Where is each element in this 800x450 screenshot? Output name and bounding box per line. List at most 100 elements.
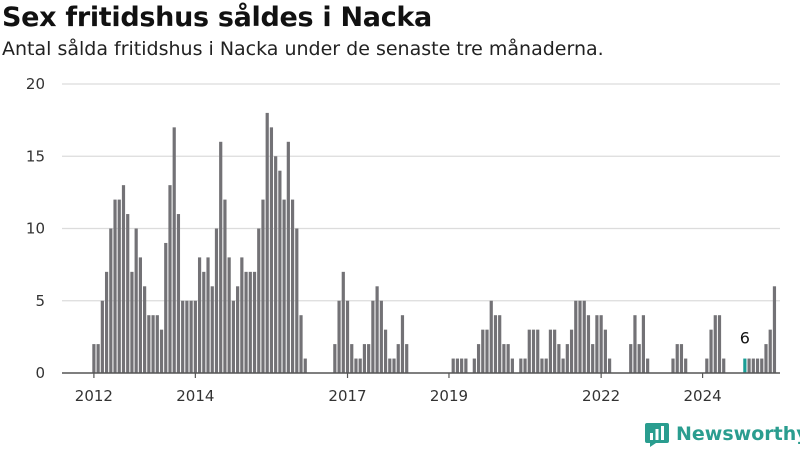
bar <box>358 358 362 373</box>
bar <box>299 315 303 373</box>
bar <box>354 358 358 373</box>
bar <box>641 315 646 373</box>
bar <box>772 286 777 373</box>
x-tick-label: 2019 <box>430 387 468 405</box>
bar <box>565 344 569 373</box>
bar <box>405 344 409 373</box>
bar <box>485 329 489 373</box>
bar <box>282 199 286 373</box>
bar <box>274 156 278 373</box>
bar-chart: 0 5 10 15 20 2012 2014 2017 2019 2022 2024 6 <box>26 75 780 405</box>
bar <box>202 271 206 373</box>
bar <box>760 358 764 373</box>
bar <box>747 358 751 373</box>
x-tick-label: 2017 <box>328 387 366 405</box>
bar <box>671 358 675 373</box>
bar <box>557 344 561 373</box>
bar <box>553 329 557 373</box>
bar <box>751 358 755 373</box>
bar <box>460 358 464 373</box>
bar <box>197 257 202 373</box>
bar <box>705 358 709 373</box>
bar <box>375 286 379 373</box>
bar <box>189 300 193 373</box>
bar <box>646 358 650 373</box>
bar <box>362 344 367 373</box>
bar <box>379 300 383 373</box>
y-tick-label: 15 <box>26 147 45 165</box>
bar <box>764 344 768 373</box>
bar <box>709 329 713 373</box>
bar <box>548 329 553 373</box>
bar <box>569 329 574 373</box>
bar <box>92 344 96 373</box>
bar <box>455 358 460 373</box>
bar <box>181 300 185 373</box>
bar <box>109 228 113 373</box>
bar <box>591 344 595 373</box>
bar <box>172 127 176 373</box>
bar <box>388 358 392 373</box>
bar <box>113 199 117 373</box>
x-tick-label: 2014 <box>176 387 214 405</box>
bar <box>168 185 172 373</box>
bar <box>143 286 147 373</box>
bar <box>138 257 142 373</box>
bar <box>219 141 223 373</box>
bar <box>493 315 498 373</box>
newsworthy-logo-icon <box>645 423 669 447</box>
bar <box>574 300 578 373</box>
bar <box>472 358 476 373</box>
bar <box>476 344 481 373</box>
bar <box>603 329 607 373</box>
bar <box>210 286 214 373</box>
bar <box>464 358 468 373</box>
bar <box>159 329 164 373</box>
bars <box>92 112 777 374</box>
bar <box>713 315 717 373</box>
bar <box>607 358 612 373</box>
bar <box>519 358 523 373</box>
highlight-bar <box>743 358 747 373</box>
bar <box>96 344 100 373</box>
bar <box>223 199 227 373</box>
bar <box>717 315 722 373</box>
bar <box>126 214 130 373</box>
x-axis: 2012 2014 2017 2019 2022 2024 <box>75 373 722 405</box>
bar <box>345 300 350 373</box>
bar <box>333 344 337 373</box>
bar <box>147 315 151 373</box>
bar <box>371 300 375 373</box>
bar <box>582 300 586 373</box>
bar <box>400 315 405 373</box>
bar <box>193 300 197 373</box>
bar <box>134 228 138 373</box>
bar <box>227 257 231 373</box>
bar <box>675 344 679 373</box>
bar <box>303 358 307 373</box>
bar <box>599 315 603 373</box>
bar <box>176 214 181 373</box>
highlight-value-label: 6 <box>740 329 750 348</box>
bar <box>392 358 396 373</box>
bar <box>633 315 637 373</box>
bar <box>531 329 536 373</box>
bar <box>527 329 531 373</box>
bar <box>383 329 388 373</box>
bar <box>595 315 599 373</box>
x-tick-label: 2024 <box>683 387 721 405</box>
bar <box>261 199 265 373</box>
bar <box>540 358 544 373</box>
bar <box>257 228 261 373</box>
bar <box>586 315 591 373</box>
bar <box>155 315 159 373</box>
bar <box>240 257 244 373</box>
newsworthy-logo: Newsworthy <box>644 419 800 449</box>
bar <box>236 286 240 373</box>
bar <box>269 127 274 373</box>
bar <box>637 344 641 373</box>
bar <box>544 358 548 373</box>
x-tick-label: 2022 <box>582 387 620 405</box>
bar <box>265 112 269 374</box>
chart-title: Sex fritidshus såldes i Nacka <box>2 2 432 33</box>
